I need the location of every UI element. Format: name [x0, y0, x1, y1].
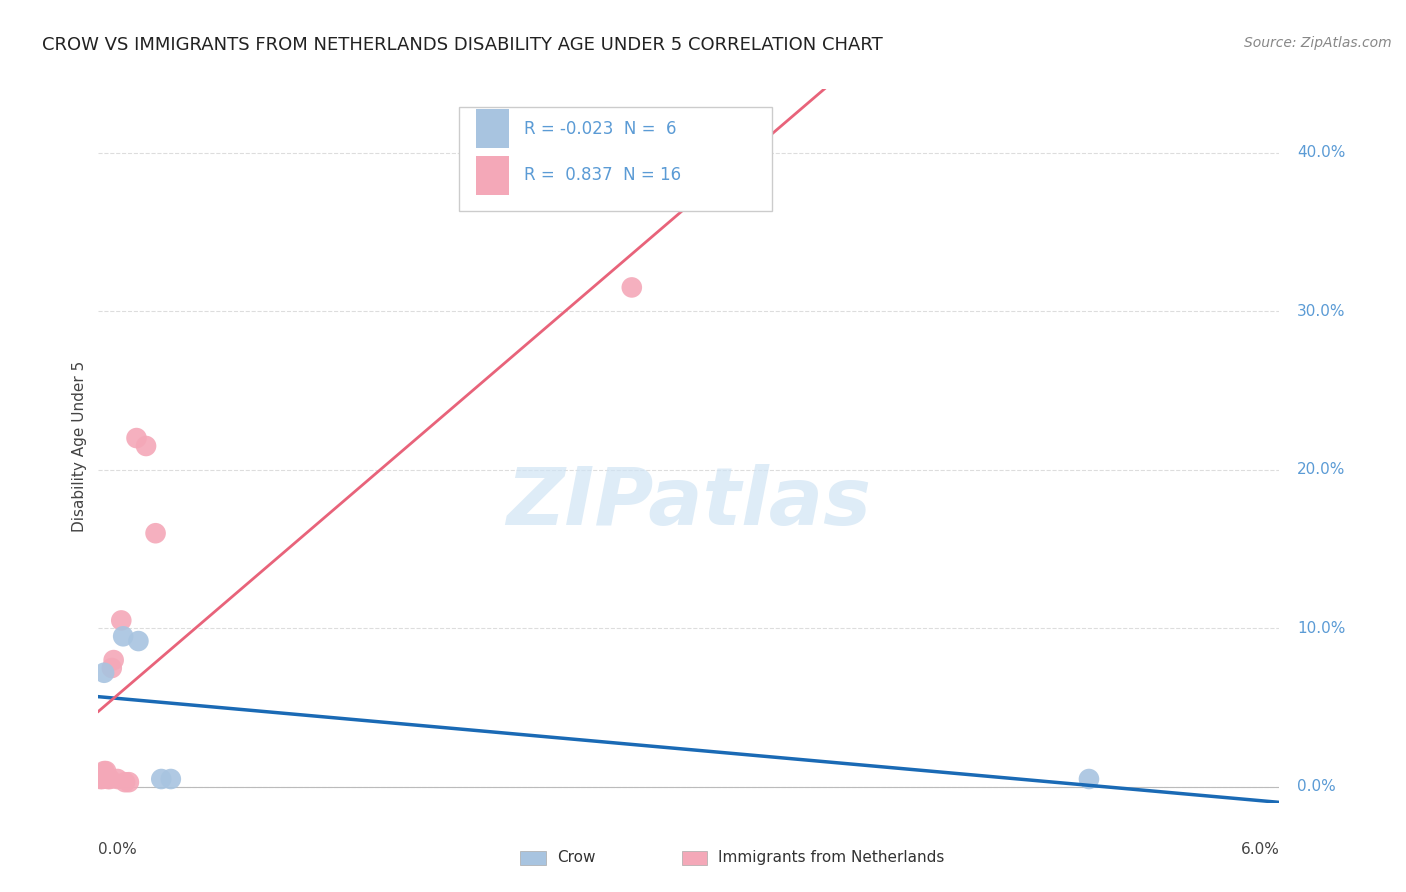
- Point: [150, 772, 173, 786]
- Text: ZIPatlas: ZIPatlas: [506, 464, 872, 542]
- FancyBboxPatch shape: [477, 109, 509, 148]
- Point: [91, 772, 114, 786]
- Text: 30.0%: 30.0%: [1298, 303, 1346, 318]
- Point: [93, 764, 115, 778]
- Text: R = -0.023  N =  6: R = -0.023 N = 6: [523, 120, 676, 137]
- Text: Crow: Crow: [557, 850, 595, 865]
- Point: [97, 772, 120, 786]
- Text: 6.0%: 6.0%: [1240, 842, 1279, 857]
- Point: [103, 653, 125, 667]
- Point: [127, 634, 149, 648]
- Text: 0.0%: 0.0%: [98, 842, 138, 857]
- Point: [98, 772, 121, 786]
- Point: [93, 665, 115, 680]
- Point: [620, 280, 643, 294]
- Point: [110, 614, 132, 628]
- Point: [118, 775, 141, 789]
- Point: [697, 186, 720, 200]
- Text: 40.0%: 40.0%: [1298, 145, 1346, 161]
- Y-axis label: Disability Age Under 5: Disability Age Under 5: [72, 360, 87, 532]
- Point: [107, 772, 129, 786]
- Text: Source: ZipAtlas.com: Source: ZipAtlas.com: [1244, 36, 1392, 50]
- Text: 20.0%: 20.0%: [1298, 462, 1346, 477]
- Point: [89, 772, 111, 786]
- Point: [94, 764, 117, 778]
- FancyBboxPatch shape: [477, 156, 509, 195]
- Point: [145, 526, 167, 541]
- Point: [112, 629, 135, 643]
- Text: 0.0%: 0.0%: [1298, 780, 1336, 795]
- Point: [100, 661, 122, 675]
- Text: Immigrants from Netherlands: Immigrants from Netherlands: [718, 850, 945, 865]
- Point: [1078, 772, 1101, 786]
- Text: 10.0%: 10.0%: [1298, 621, 1346, 636]
- Point: [125, 431, 148, 445]
- Text: R =  0.837  N = 16: R = 0.837 N = 16: [523, 167, 681, 185]
- FancyBboxPatch shape: [458, 107, 772, 211]
- Point: [159, 772, 181, 786]
- Point: [114, 775, 136, 789]
- Text: CROW VS IMMIGRANTS FROM NETHERLANDS DISABILITY AGE UNDER 5 CORRELATION CHART: CROW VS IMMIGRANTS FROM NETHERLANDS DISA…: [42, 36, 883, 54]
- Point: [135, 439, 157, 453]
